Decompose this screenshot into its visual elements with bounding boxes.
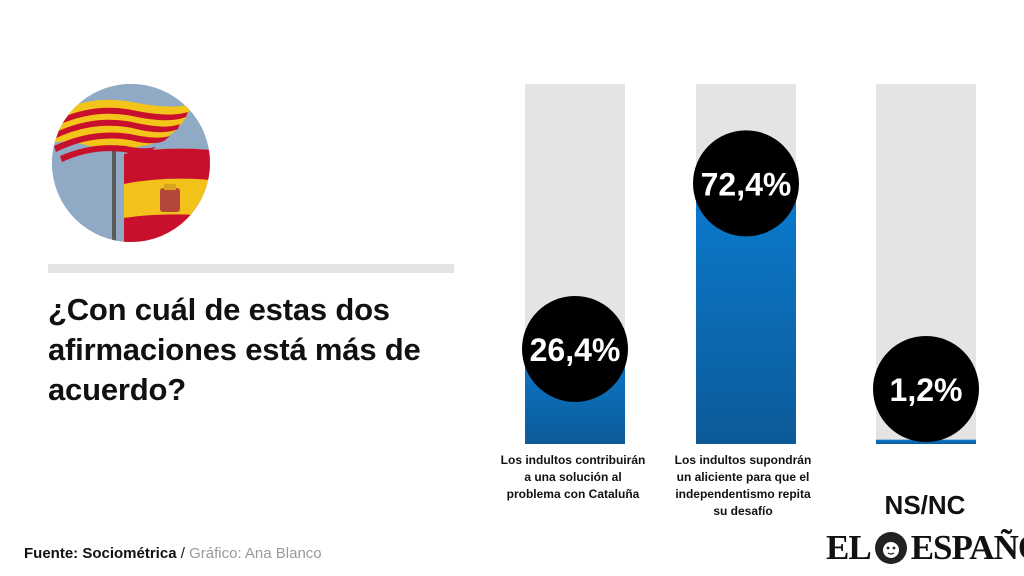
lion-icon [872,530,910,566]
source-separator: / [176,545,190,562]
value-bubble-solucion [522,295,628,402]
divider [48,264,454,273]
category-label-nsnc: NS/NC [884,490,966,520]
value-bubble-aliciente [693,130,799,237]
value-bubble-nsnc [873,336,979,442]
logo-text-left: EL [826,528,872,567]
question-title: ¿Con cuál de estas dos afirmaciones está… [48,292,421,407]
graphic-credit: Gráfico: Ana Blanco [189,545,322,562]
category-label-solucion: Los indultos contribuirán a una solución… [500,453,646,501]
value-label-nsnc: 1,2% [890,372,963,408]
source-line: Fuente: Sociométrica / Gráfico: Ana Blan… [24,545,322,562]
value-label-aliciente: 72,4% [701,166,792,202]
category-label-aliciente: Los indultos supondrán un aliciente para… [674,453,812,518]
value-label-solucion: 26,4% [530,332,621,368]
source-label: Fuente: Sociométrica [24,545,177,562]
logo-text-right: ESPAÑOL [910,528,1024,567]
el-espanol-logo: EL ESPAÑOL [826,528,1024,568]
